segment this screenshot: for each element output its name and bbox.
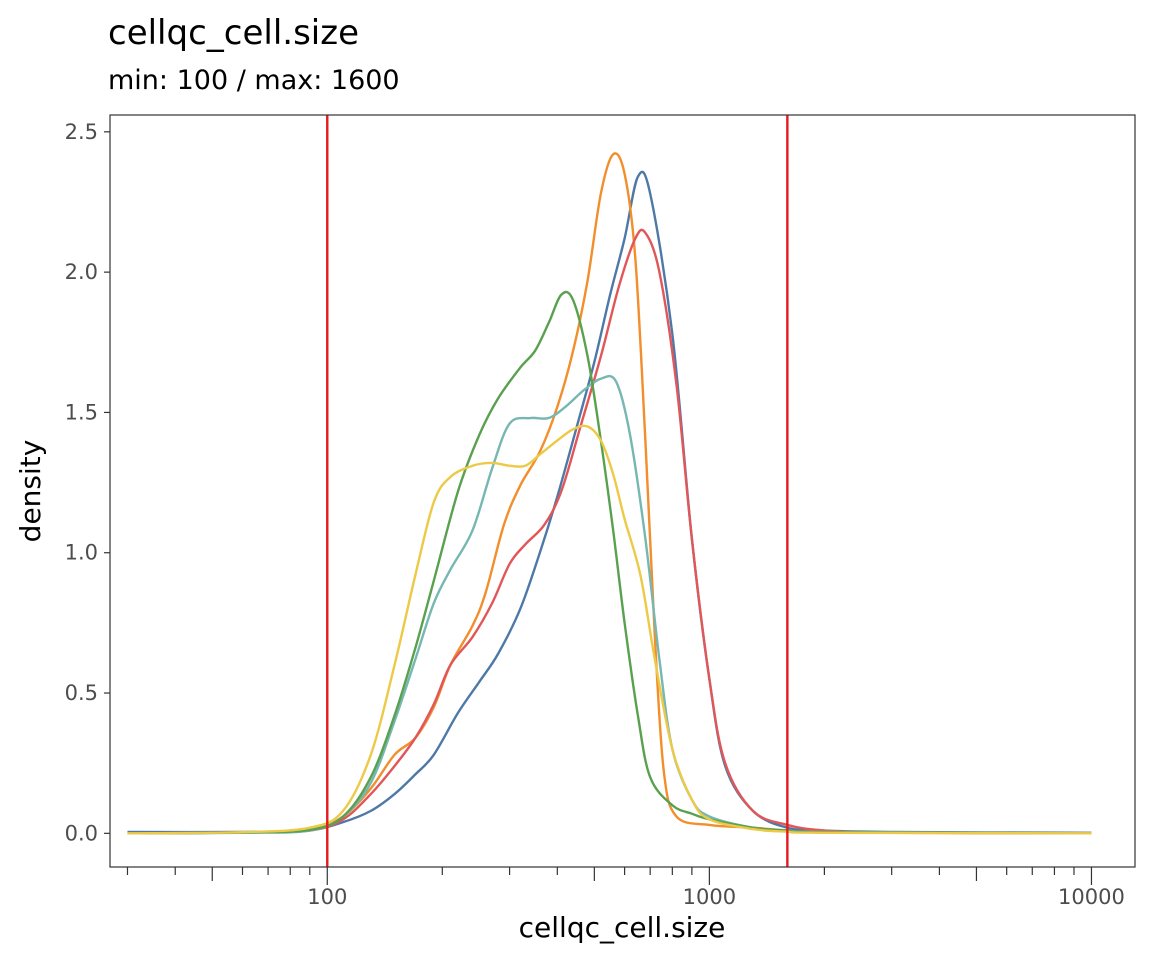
x-tick-label: 1000	[683, 885, 736, 909]
chart-title: cellqc_cell.size	[108, 13, 359, 53]
density-line-2	[127, 152, 1092, 835]
y-tick-label: 0.0	[65, 821, 98, 845]
density-line-3	[127, 228, 1092, 835]
y-tick-label: 1.5	[65, 400, 98, 424]
x-axis: 100 1000 10000	[126, 867, 1125, 909]
density-line-6	[127, 424, 1092, 835]
x-axis-title: cellqc_cell.size	[519, 911, 726, 944]
x-tick-label: 100	[307, 885, 347, 909]
chart-subtitle: min: 100 / max: 1600	[108, 65, 400, 96]
y-tick-label: 2.5	[65, 120, 98, 144]
y-axis-title: density	[14, 440, 47, 543]
density-line-5	[127, 290, 1092, 835]
density-lines	[127, 152, 1092, 835]
y-tick-label: 2.0	[65, 260, 98, 284]
density-line-4	[127, 374, 1092, 835]
y-axis: 0.0 0.5 1.0 1.5 2.0 2.5	[65, 120, 110, 845]
threshold-lines	[326, 115, 789, 867]
x-tick-label: 10000	[1058, 885, 1125, 909]
plot-panel-border	[109, 114, 1136, 868]
y-tick-label: 1.0	[65, 541, 98, 565]
y-tick-label: 0.5	[65, 681, 98, 705]
